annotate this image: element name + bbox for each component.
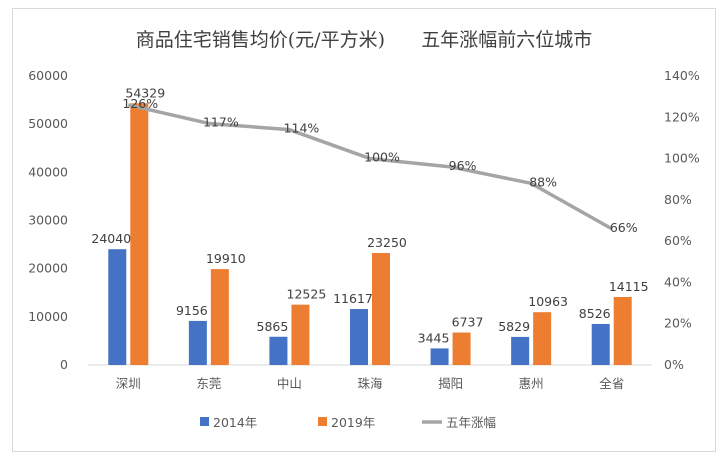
- chart-frame: [12, 8, 716, 452]
- right-tick-label: 140%: [664, 68, 700, 83]
- right-tick-label: 80%: [664, 192, 692, 207]
- legend-swatch: [318, 417, 327, 426]
- bar-data-label: 5865: [257, 319, 289, 334]
- left-tick-label: 0: [60, 357, 68, 372]
- bar-data-label: 3445: [418, 330, 450, 345]
- left-tick-label: 10000: [28, 309, 68, 324]
- bar-2019年: [452, 332, 471, 365]
- bar-2014年: [511, 336, 530, 365]
- category-label: 珠海: [357, 376, 383, 391]
- legend-label: 2019年: [331, 415, 375, 430]
- bar-data-label: 11617: [333, 291, 373, 306]
- category-label: 全省: [599, 376, 624, 391]
- bar-data-label: 14115: [609, 279, 649, 294]
- bar-2014年: [108, 249, 127, 365]
- line-data-label: 88%: [529, 174, 557, 189]
- category-label: 中山: [277, 376, 302, 391]
- left-tick-label: 40000: [28, 164, 68, 179]
- category-label: 揭阳: [438, 376, 463, 391]
- line-data-label: 117%: [203, 114, 239, 129]
- bar-data-label: 12525: [287, 287, 327, 302]
- bar-2014年: [188, 320, 207, 365]
- bar-2014年: [591, 323, 610, 365]
- line-data-label: 114%: [284, 121, 320, 136]
- line-data-label: 126%: [122, 96, 158, 111]
- line-五年涨幅: [127, 103, 613, 231]
- legend-label: 2014年: [213, 415, 257, 430]
- bar-2019年: [533, 312, 552, 365]
- category-label: 深圳: [116, 376, 141, 391]
- bar-data-label: 24040: [91, 231, 131, 246]
- left-tick-label: 20000: [28, 261, 68, 276]
- right-tick-label: 0%: [664, 357, 684, 372]
- right-tick-label: 120%: [664, 109, 700, 124]
- category-label: 东莞: [196, 376, 221, 391]
- line-data-label: 100%: [364, 150, 400, 165]
- bar-data-label: 9156: [176, 303, 208, 318]
- bar-data-label: 6737: [452, 315, 484, 330]
- bar-data-label: 54329: [125, 85, 165, 100]
- right-tick-label: 100%: [664, 151, 700, 166]
- bar-2014年: [269, 336, 288, 365]
- bar-data-label: 23250: [367, 235, 407, 250]
- bar-2019年: [613, 297, 632, 365]
- category-label: 惠州: [519, 376, 544, 391]
- bar-2014年: [430, 348, 449, 365]
- right-tick-label: 20%: [664, 316, 692, 331]
- bar-data-label: 10963: [528, 294, 568, 309]
- left-tick-label: 60000: [28, 68, 68, 83]
- right-tick-label: 60%: [664, 233, 692, 248]
- line-data-label: 66%: [610, 220, 638, 235]
- bar-data-label: 19910: [206, 251, 246, 266]
- bar-data-label: 8526: [579, 306, 611, 321]
- bar-2019年: [130, 103, 149, 366]
- legend-swatch: [200, 417, 209, 426]
- bar-data-label: 5829: [498, 319, 530, 334]
- line-data-label: 96%: [449, 158, 477, 173]
- bar-2019年: [291, 304, 310, 365]
- left-tick-label: 30000: [28, 213, 68, 228]
- left-tick-label: 50000: [28, 116, 68, 131]
- right-tick-label: 40%: [664, 274, 692, 289]
- chart-title: 商品住宅销售均价(元/平方米) 五年涨幅前六位城市: [136, 29, 592, 51]
- bar-2019年: [372, 253, 390, 365]
- legend-label: 五年涨幅: [446, 415, 496, 430]
- bar-2019年: [210, 269, 229, 365]
- bar-2014年: [350, 309, 368, 365]
